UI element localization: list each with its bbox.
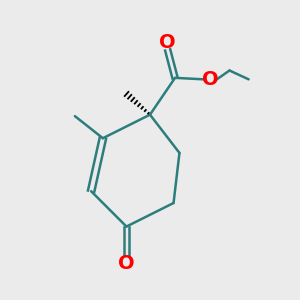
Text: O: O: [202, 70, 219, 89]
Text: O: O: [159, 33, 176, 52]
Text: O: O: [118, 254, 135, 273]
